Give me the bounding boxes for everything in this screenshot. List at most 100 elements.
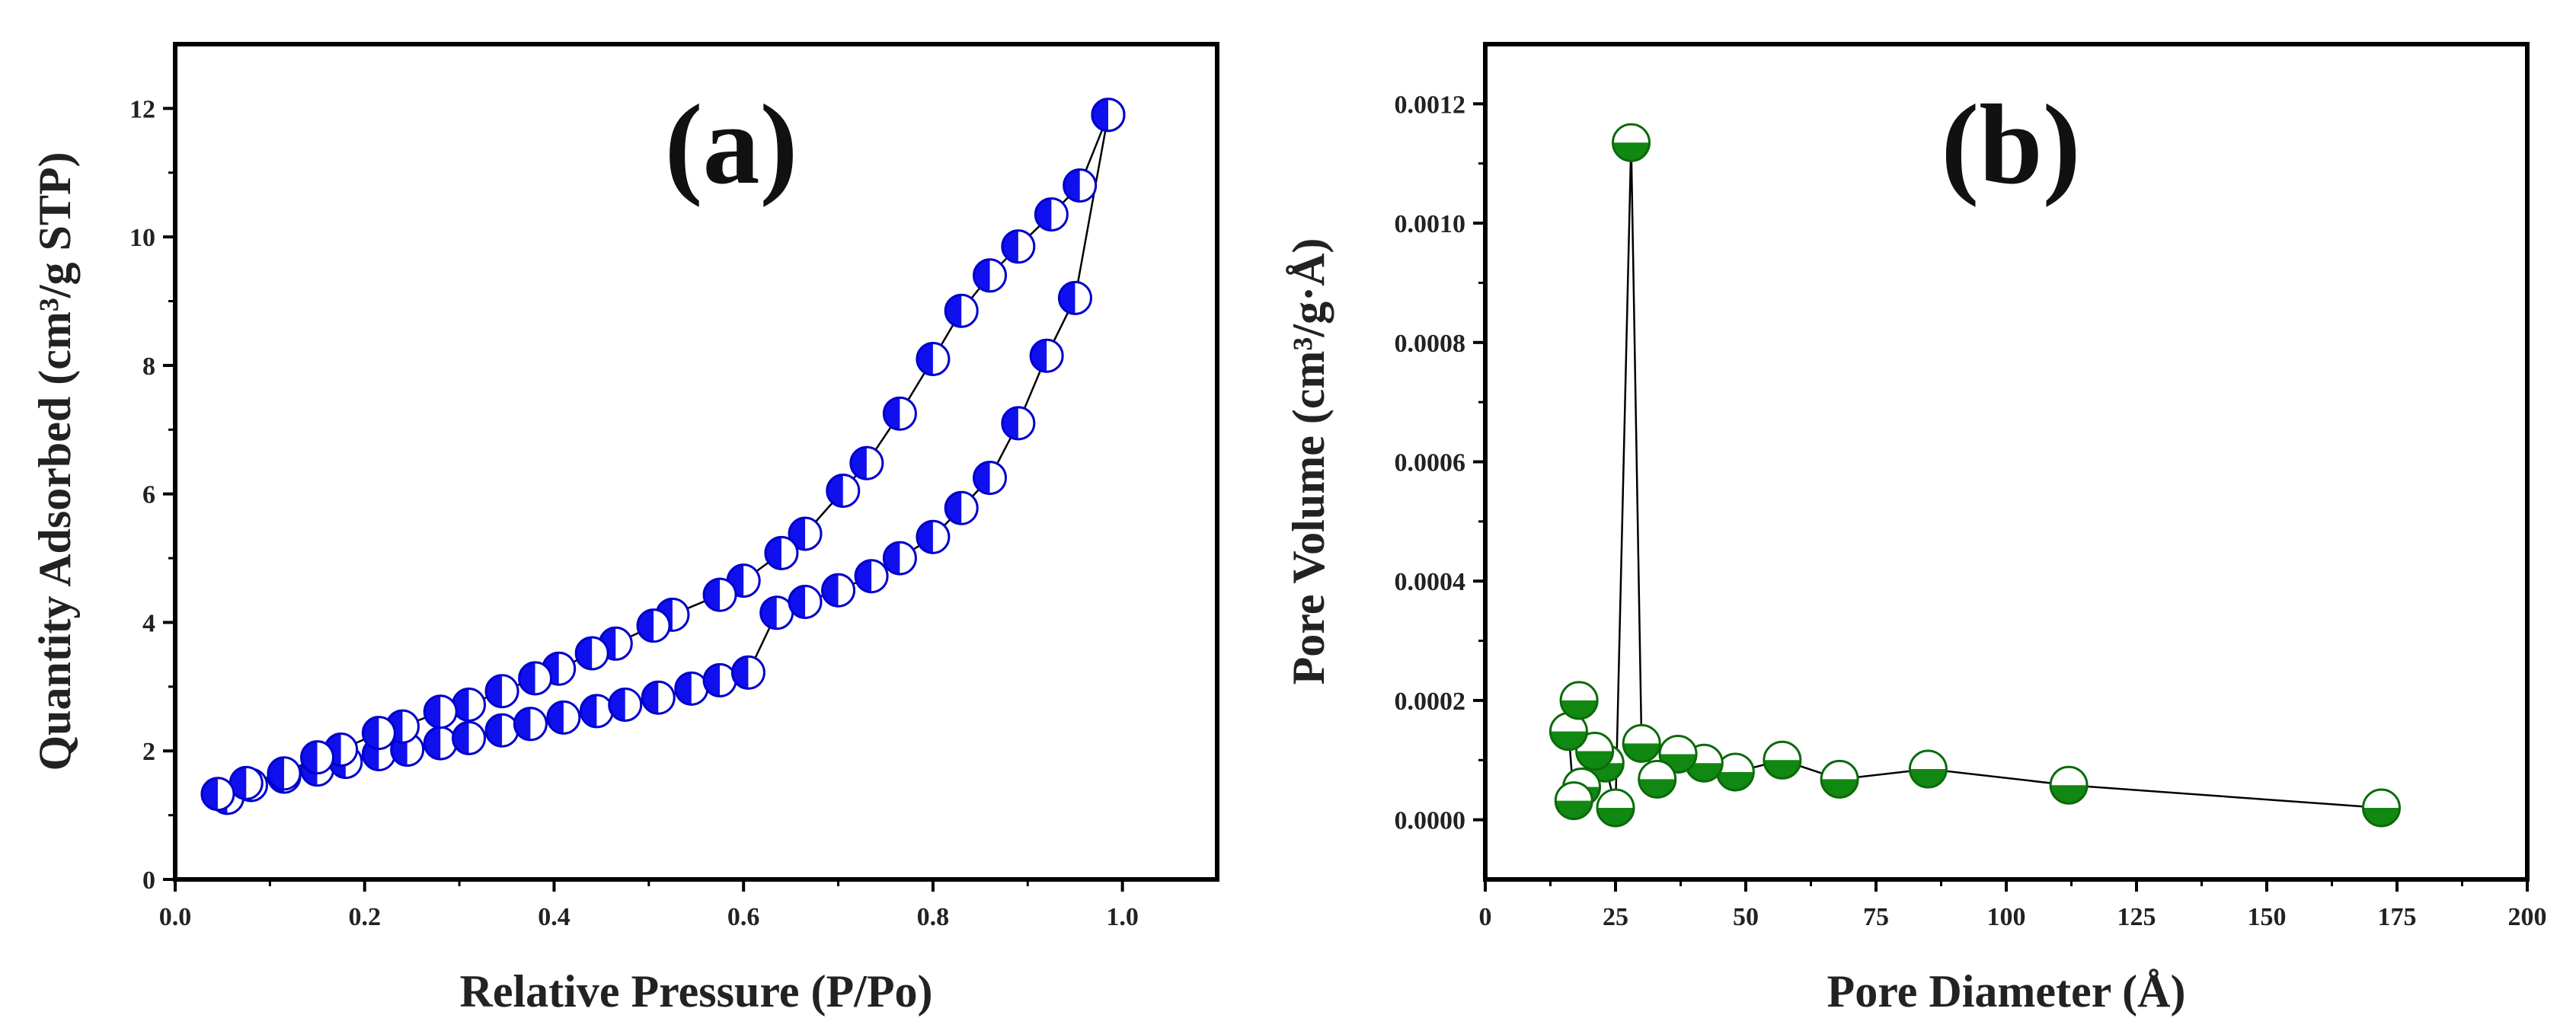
data-point [2361,788,2401,828]
data-point [702,662,737,697]
y-tick-label: 2 [142,738,155,766]
data-point [1715,752,1755,792]
data-point [973,461,1008,496]
x-tick-label: 50 [1733,903,1759,931]
data-point [1034,197,1069,232]
x-tick-label: 175 [2378,903,2417,931]
data-point [1908,749,1948,789]
series-lines-b [1568,142,2382,809]
y-tick-label: 10 [129,224,155,252]
plot-frame-a [173,42,1219,882]
y-tick-label: 0 [142,866,155,895]
y-tick-labels-a: 0 2 4 6 8 10 12 [129,95,155,895]
y-axis-title-a: Quantity Adsorbed (cm³/g STP) [30,152,80,771]
data-point [916,341,951,376]
data-point [1063,168,1098,203]
data-point [1091,97,1126,132]
data-point [1029,338,1064,373]
x-tick-label: 0.2 [348,903,381,931]
x-tick-labels-a: 0.0 0.2 0.4 0.6 0.8 1.0 [159,903,1139,931]
data-point [973,258,1008,293]
y-tick-label: 0.0000 [1395,807,1466,835]
data-point [944,490,979,525]
data-point [574,636,609,671]
x-tick-label: 0.0 [159,903,192,931]
x-axis-title-b: Pore Diameter (Å) [1827,966,2186,1016]
chart-panel-b: 0 25 50 75 100 125 150 175 200 0.00000.00020.000… [1283,42,2547,1016]
data-point [1559,681,1599,720]
x-tick-label: 0.8 [917,903,950,931]
x-tick-label: 125 [2117,903,2156,931]
data-points-a [200,97,1126,815]
data-point [1575,732,1615,771]
data-point [641,680,676,715]
x-tick-label: 25 [1603,903,1628,931]
data-point [452,687,487,722]
data-point [826,473,861,508]
data-point [452,720,487,755]
x-tick-label: 100 [1987,903,2026,931]
series-line-pore-size-distribution [1568,142,2382,809]
data-point [546,700,581,735]
data-point [788,584,823,619]
data-point [849,445,884,480]
y-axis-title-b: Pore Volume (cm³/g·Å) [1283,238,1334,685]
x-axis-title-a: Relative Pressure (P/Po) [460,966,933,1016]
data-point [300,740,335,775]
data-point [579,694,614,729]
y-tick-labels-b: 0.0000 0.0002 0.0004 0.0006 0.0008 0.0010 0.00… [1395,91,1466,835]
data-point [1554,781,1593,821]
data-point [1057,280,1092,315]
data-point [1596,788,1635,828]
data-point [200,777,235,812]
x-tick-label: 1.0 [1106,903,1139,931]
tick-marks-b [1473,102,2529,892]
data-point [674,671,709,706]
x-tick-label: 75 [1863,903,1889,931]
x-tick-label: 0.6 [727,903,760,931]
data-point [484,713,519,748]
data-point [2049,765,2089,805]
data-point [361,716,396,751]
data-point [608,687,643,722]
data-point [423,726,458,761]
tick-marks-a [163,107,1124,892]
x-tick-label: 0 [1479,903,1492,931]
data-point [759,595,794,630]
data-point [916,519,951,554]
y-tick-label: 8 [142,353,155,381]
data-point [1001,406,1036,441]
data-point [764,535,799,570]
data-point [423,694,458,729]
data-point [1820,759,1859,799]
data-point [788,516,823,551]
y-tick-label: 0.0002 [1395,688,1466,716]
y-tick-label: 0.0012 [1395,91,1466,119]
data-point [1001,229,1036,264]
data-point [518,661,553,696]
data-point [882,541,917,576]
data-point [944,293,979,328]
data-point [1622,723,1661,763]
y-tick-label: 0.0004 [1395,568,1466,596]
data-point [484,674,519,709]
data-point [513,707,548,742]
y-tick-label: 0.0010 [1395,210,1466,238]
data-point [1612,123,1651,162]
data-point [636,608,671,643]
data-point [730,655,765,690]
data-point [1763,740,1802,780]
data-point [882,396,917,431]
y-tick-label: 6 [142,481,155,509]
x-tick-label: 200 [2508,903,2547,931]
x-tick-labels-b: 0 25 50 75 100 125 150 175 200 [1479,903,2547,931]
y-tick-label: 4 [142,609,155,637]
data-point [1638,759,1677,799]
data-points-b [1548,123,2401,828]
data-point [702,577,737,612]
data-point [821,573,856,608]
data-point [229,765,264,800]
data-point [267,756,302,791]
panel-label-b: (b) [1941,81,2080,208]
